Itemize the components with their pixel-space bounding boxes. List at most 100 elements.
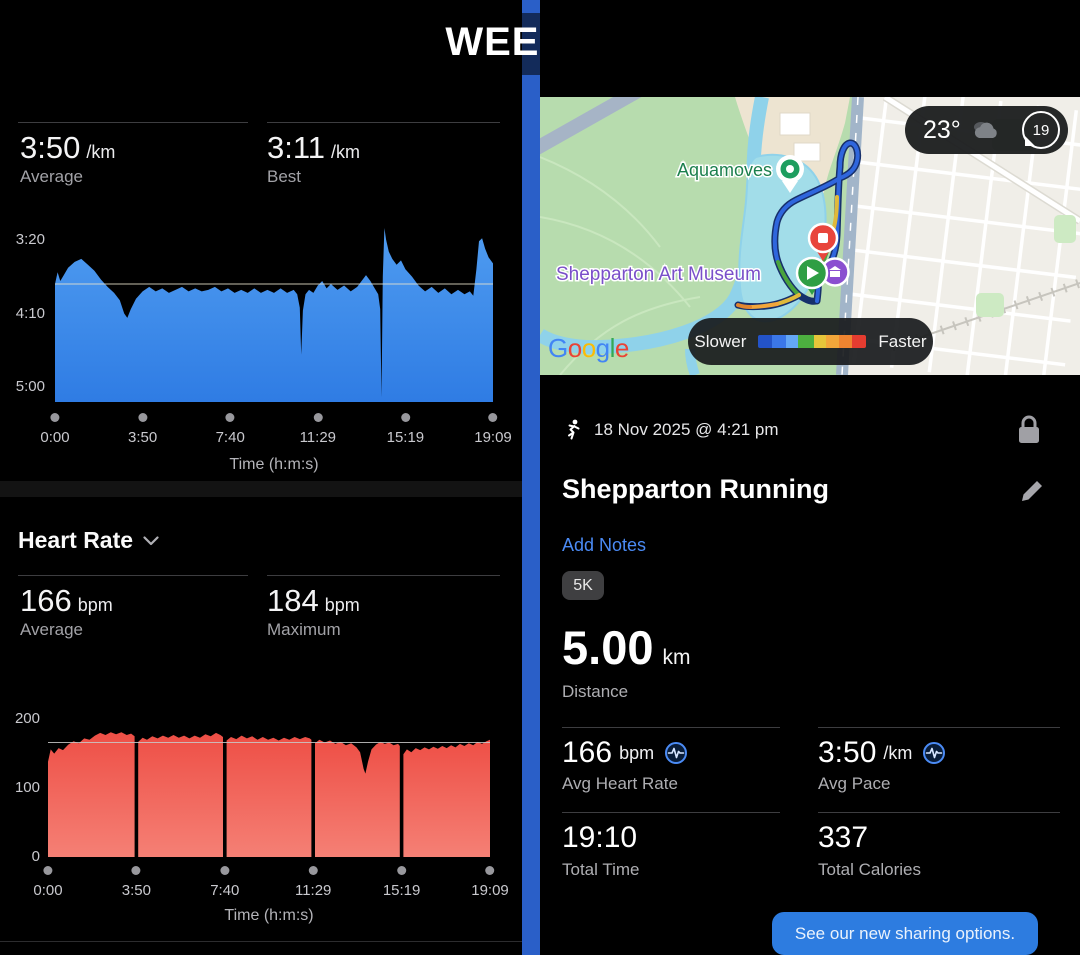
cloud-icon bbox=[973, 122, 997, 138]
heart_rate-area-series bbox=[403, 739, 490, 857]
hr-chart-plot[interactable] bbox=[48, 706, 490, 857]
divider-line bbox=[562, 812, 780, 813]
runner-icon bbox=[568, 419, 580, 440]
pace-x-tick: 15:19 bbox=[387, 413, 424, 446]
activity-tag-chip[interactable]: 5K bbox=[562, 571, 604, 600]
divider-line bbox=[818, 812, 1060, 813]
hr-maximum-label: Maximum bbox=[267, 620, 341, 639]
avg-heart-rate-value: 166 bpm bbox=[562, 736, 688, 770]
weather-gauge: 19 bbox=[1022, 111, 1060, 149]
panel-divider bbox=[522, 0, 540, 955]
heart-rate-title: Heart Rate bbox=[18, 527, 134, 553]
legend-faster-label: Faster bbox=[878, 331, 927, 351]
total-time-label: Total Time bbox=[562, 860, 640, 879]
museum-label: Shepparton Art Museum bbox=[556, 264, 761, 285]
heart_rate-area-series bbox=[138, 732, 223, 857]
map-highway bbox=[540, 97, 642, 155]
hr-chart-x-axis: 0:00 3:50 7:40 11:29 15:19 19:09 bbox=[33, 866, 509, 910]
map-building bbox=[779, 112, 811, 136]
aquamoves-pin-icon[interactable] bbox=[776, 155, 804, 193]
heart_rate-x-tick: 7:40 bbox=[210, 866, 239, 899]
museum-marker-icon[interactable] bbox=[820, 257, 850, 287]
tick-dot-icon bbox=[400, 413, 410, 422]
pace-x-tick: 19:09 bbox=[474, 413, 512, 446]
lock-icon[interactable] bbox=[1016, 414, 1042, 446]
pace-chart-plot[interactable] bbox=[55, 225, 493, 402]
heart_rate-x-tick: 15:19 bbox=[383, 866, 420, 899]
tick-dot-icon bbox=[225, 413, 235, 422]
total-calories-label: Total Calories bbox=[818, 860, 921, 879]
tick-dot-icon bbox=[220, 866, 230, 875]
tick-dot-icon bbox=[138, 413, 148, 422]
hr-average-label: Average bbox=[20, 620, 84, 639]
map-park-trails bbox=[540, 156, 701, 375]
tick-dot-icon bbox=[43, 866, 53, 875]
heart_rate-x-tick: 0:00 bbox=[33, 866, 63, 899]
pace-legend: Slower Faster bbox=[688, 318, 933, 365]
hr-maximum-value: 184 bpm bbox=[267, 583, 360, 618]
pace-x-tick: 7:40 bbox=[216, 413, 245, 446]
total-time-value: 19:10 bbox=[562, 821, 638, 854]
heart_rate-x-tick: 3:50 bbox=[122, 866, 151, 899]
pace-chart-x-label: Time (h:m:s) bbox=[229, 456, 319, 473]
divider-line bbox=[267, 122, 500, 123]
pace-best-label: Best bbox=[267, 167, 302, 186]
tick-dot-icon bbox=[50, 413, 60, 422]
heart_rate-area-series bbox=[315, 739, 400, 857]
total-calories-value: 337 bbox=[818, 821, 869, 854]
tick-dot-icon bbox=[308, 866, 318, 875]
divider-line bbox=[818, 727, 1060, 728]
tick-dot-icon bbox=[488, 413, 498, 422]
sharing-options-banner[interactable]: See our new sharing options. bbox=[772, 912, 1038, 955]
play-marker-icon[interactable] bbox=[795, 256, 829, 295]
activity-panel: Aquamoves Shepparton Art Museum 23° 19 S… bbox=[540, 0, 1080, 955]
pace-gradient-bar bbox=[758, 335, 867, 348]
heart_rate-y-tick: 200 bbox=[14, 710, 40, 728]
pace-x-tick: 11:29 bbox=[300, 413, 336, 446]
heart_rate-y-tick: 0 bbox=[31, 848, 40, 865]
avg-pace-value: 3:50 /km bbox=[818, 736, 946, 770]
stop-marker-icon[interactable] bbox=[807, 222, 839, 261]
heart_rate-y-tick: 100 bbox=[14, 779, 40, 797]
pace-y-tick: 4:10 bbox=[15, 304, 45, 322]
add-notes-link[interactable]: Add Notes bbox=[562, 535, 647, 555]
route-map[interactable]: Aquamoves Shepparton Art Museum 23° 19 S… bbox=[540, 97, 1080, 375]
activity-title: Shepparton Running bbox=[562, 474, 829, 504]
chevron-down-icon bbox=[143, 535, 159, 545]
pace-x-tick: 0:00 bbox=[40, 413, 70, 446]
tick-dot-icon bbox=[397, 866, 407, 875]
tick-dot-icon bbox=[131, 866, 141, 875]
heart_rate-area-series bbox=[48, 732, 135, 857]
tick-dot-icon bbox=[313, 413, 323, 422]
activity-date-row: 18 Nov 2025 @ 4:21 pm bbox=[562, 419, 779, 441]
pace-y-tick: 5:00 bbox=[15, 378, 45, 396]
divider-line bbox=[18, 122, 248, 123]
hr-chart-y-axis: 200 100 0 bbox=[0, 706, 42, 865]
pulse-badge-icon[interactable] bbox=[922, 741, 946, 765]
pace-area-series bbox=[55, 228, 493, 402]
divider-line bbox=[0, 941, 522, 942]
temperature-value: 23° bbox=[923, 115, 961, 144]
pace-average-label: Average bbox=[20, 167, 84, 186]
pace-best-value: 3:11/km bbox=[267, 130, 361, 165]
divider-line bbox=[562, 727, 780, 728]
avg-pace-label: Avg Pace bbox=[818, 774, 891, 793]
activity-datetime: 18 Nov 2025 @ 4:21 pm bbox=[594, 420, 779, 439]
divider-line bbox=[267, 575, 500, 576]
pulse-badge-icon[interactable] bbox=[664, 741, 688, 765]
heart_rate-x-tick: 19:09 bbox=[471, 866, 509, 899]
pace-chart-x-axis: 0:00 3:50 7:40 11:29 15:19 19:09 bbox=[40, 413, 512, 457]
divider-line bbox=[18, 575, 248, 576]
hr-chart-x-label: Time (h:m:s) bbox=[224, 907, 314, 924]
heart_rate-area-series bbox=[226, 735, 312, 857]
google-logo: Google bbox=[548, 333, 629, 363]
section-separator bbox=[0, 481, 522, 497]
weather-widget[interactable]: 23° 19 bbox=[905, 106, 1068, 154]
legend-slower-label: Slower bbox=[694, 331, 747, 351]
hr-average-value: 166 bpm bbox=[20, 583, 113, 618]
edit-pencil-icon[interactable] bbox=[1020, 479, 1044, 503]
heart-rate-dropdown[interactable]: Heart Rate bbox=[18, 527, 159, 554]
pace-x-tick: 3:50 bbox=[128, 413, 157, 446]
distance-value: 5.00 km bbox=[562, 621, 691, 674]
